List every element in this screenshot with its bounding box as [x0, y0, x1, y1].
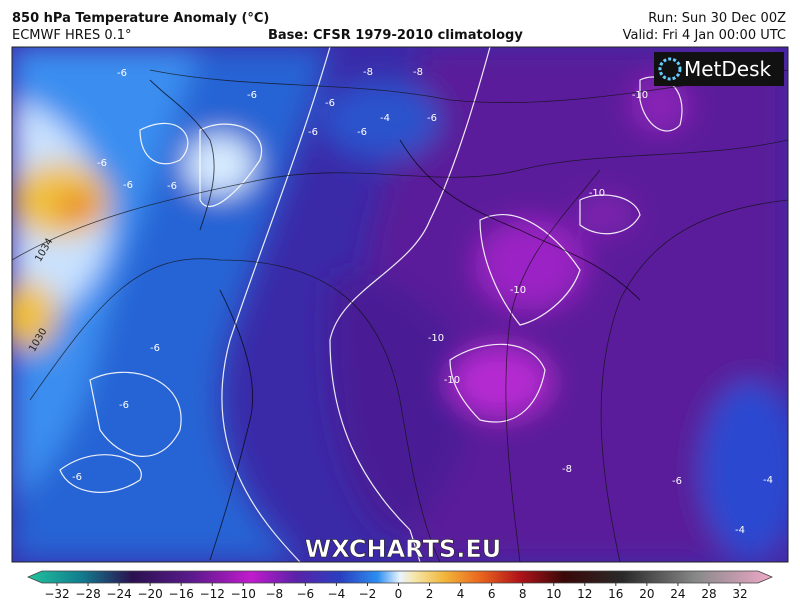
contour-label: -6: [72, 472, 82, 483]
model: ECMWF HRES 0.1°: [12, 28, 132, 43]
logo-icon: [658, 57, 682, 81]
title: 850 hPa Temperature Anomaly (°C): [12, 11, 269, 26]
colorbar-label: 20: [639, 587, 654, 601]
colorbar-label: −32: [44, 587, 69, 601]
contour-label: -6: [325, 98, 335, 109]
run: Run: Sun 30 Dec 00Z: [648, 11, 786, 26]
contour-label: -8: [363, 67, 373, 78]
contour-label: -6: [167, 181, 177, 192]
contour-label: -6: [247, 90, 257, 101]
colorbar-label: −10: [231, 587, 256, 601]
colorbar-label: −20: [137, 587, 162, 601]
colorbar-label: −8: [265, 587, 283, 601]
colorbar-label: −16: [169, 587, 194, 601]
colorbar-labels: −32 −28 −24 −20 −16 −12 −10 −8 −6 −4 −2 0 2 4 6 8 10 12 16…: [44, 583, 748, 601]
logo: MetDesk: [684, 57, 772, 81]
colorbar-label: 16: [608, 587, 623, 601]
contour-label: -4: [763, 475, 773, 486]
colorbar-label: 2: [426, 587, 434, 601]
contour-label: -10: [632, 90, 648, 101]
valid: Valid: Fri 4 Jan 00:00 UTC: [623, 28, 786, 43]
contour-label: -6: [357, 127, 367, 138]
colorbar-label: −12: [200, 587, 225, 601]
contour-label: -6: [150, 343, 160, 354]
colorbar-label: 12: [577, 587, 592, 601]
colorbar-label: −4: [328, 587, 346, 601]
contour-label: -4: [380, 113, 390, 124]
watermark: WXCHARTS.EU: [305, 535, 501, 563]
base: Base: CFSR 1979-2010 climatology: [268, 28, 523, 43]
colorbar-label: 0: [395, 587, 403, 601]
map: [12, 47, 788, 562]
colorbar-label: 28: [701, 587, 716, 601]
colorbar-label: 32: [732, 587, 747, 601]
contour-label: -10: [444, 375, 460, 386]
logo-box: [654, 52, 784, 86]
contour-label: -10: [589, 188, 605, 199]
colorbar-label: 8: [519, 587, 527, 601]
colorbar-label: 6: [488, 587, 496, 601]
colorbar-label: 10: [546, 587, 561, 601]
contour-label: -4: [735, 525, 745, 536]
colorbar-label: 4: [457, 587, 465, 601]
contour-label: -6: [427, 113, 437, 124]
contour-label: -8: [562, 464, 572, 475]
contour-label: -6: [97, 158, 107, 169]
colorbar-label: −6: [297, 587, 315, 601]
contour-label: -10: [510, 285, 526, 296]
contour-label: -8: [413, 67, 423, 78]
contour-label: -6: [119, 400, 129, 411]
contour-label: -6: [672, 476, 682, 487]
contour-label: -6: [117, 68, 127, 79]
colorbar-label: −24: [106, 587, 131, 601]
colorbar: [26, 570, 774, 584]
map-border: [11, 46, 789, 563]
colorbar-label: −2: [359, 587, 377, 601]
colorbar-label: −28: [75, 587, 100, 601]
contour-label: -6: [123, 180, 133, 191]
colorbar-label: 24: [670, 587, 685, 601]
contour-label: -10: [428, 333, 444, 344]
contour-label: -6: [308, 127, 318, 138]
